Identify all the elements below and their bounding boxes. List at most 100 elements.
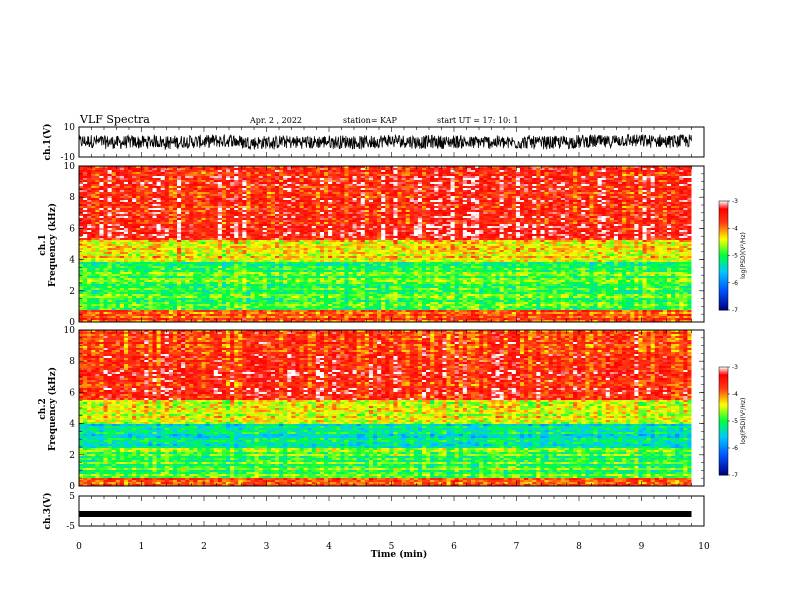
psd-cell [140,166,145,169]
psd-cell [332,206,337,209]
psd-cell [475,190,480,193]
psd-cell [483,178,488,181]
psd-cell [683,198,688,201]
psd-cell [552,198,558,201]
psd-cell [156,188,162,191]
psd-cell [209,202,215,205]
psd-cell [658,208,664,211]
psd-cell [622,190,627,193]
psd-cell [87,214,92,217]
psd-cell [507,166,513,169]
psd-cell [564,186,570,189]
psd-cell [622,168,627,171]
psd-cell [91,200,96,203]
psd-cell [499,186,505,189]
psd-cell [475,170,480,173]
psd-cell [536,194,541,197]
psd-cell [413,178,419,181]
psd-cell [381,172,386,175]
psd-cell [540,216,545,219]
psd-cell [638,214,643,217]
psd-cell [389,178,394,181]
psd-cell [536,190,541,193]
psd-cell [454,174,460,177]
psd-cell [438,214,443,217]
psd-cell [234,178,239,181]
psd-cell [658,198,664,201]
psd-cell [152,182,157,185]
psd-cell [226,182,231,185]
psd-cell [540,208,545,211]
psd-cell [287,172,292,175]
psd-cell [99,184,104,187]
psd-cell [103,184,108,187]
psd-cell [119,208,125,211]
psd-cell [107,192,113,195]
psd-cell [569,192,574,195]
psd-cell [454,194,460,197]
psd-cell [593,190,598,193]
psd-cell [368,182,374,185]
psd-cell [266,204,272,207]
psd-cell [348,210,353,213]
psd-cell [368,200,374,203]
psd-cell [373,212,378,215]
psd-cell [495,192,500,195]
psd-cell [177,182,182,185]
psd-cell [230,196,235,199]
psd-cell [675,172,680,175]
psd-cell [148,202,153,205]
psd-cell [393,174,398,177]
psd-cell [426,198,431,201]
psd-cell [307,186,313,189]
psd-cell [507,176,513,179]
psd-cell [164,190,170,193]
psd-cell [103,210,108,213]
psd-cell [609,190,615,193]
psd-cell [687,190,692,193]
psd-cell [577,202,582,205]
psd-cell [79,198,84,201]
psd-cell [442,216,447,219]
psd-cell [597,168,603,171]
psd-cell [409,186,415,189]
psd-cell [646,194,652,197]
psd-cell [328,172,333,175]
psd-cell [328,170,333,173]
psd-cell [556,198,562,201]
psd-cell [671,174,676,177]
psd-cell [181,194,186,197]
psd-cell [585,186,590,189]
psd-cell [507,190,513,193]
psd-cell [328,200,333,203]
psd-cell [491,166,496,169]
psd-cell [132,210,137,213]
psd-cell [168,206,174,209]
psd-cell [573,188,578,191]
psd-cell [556,182,562,185]
psd-cell [91,194,96,197]
psd-cell [458,210,464,213]
psd-cell [528,194,533,197]
psd-cell [548,180,554,183]
psd-cell [675,202,680,205]
psd-cell [103,186,108,189]
psd-cell [234,210,239,213]
psd-cell [650,188,656,191]
psd-cell [99,174,104,177]
psd-cell [642,170,647,173]
psd-cell [397,184,402,187]
psd-cell [650,168,656,171]
psd-cell [564,176,570,179]
psd-cell [654,166,660,169]
psd-cell [250,214,255,217]
psd-cell [340,198,345,201]
psd-cell [426,204,431,207]
psd-cell [172,216,178,219]
psd-cell [532,186,537,189]
psd-cell [446,204,451,207]
psd-cell [136,216,141,219]
psd-cell [270,174,276,177]
psd-cell [687,194,692,197]
psd-cell [466,208,472,211]
